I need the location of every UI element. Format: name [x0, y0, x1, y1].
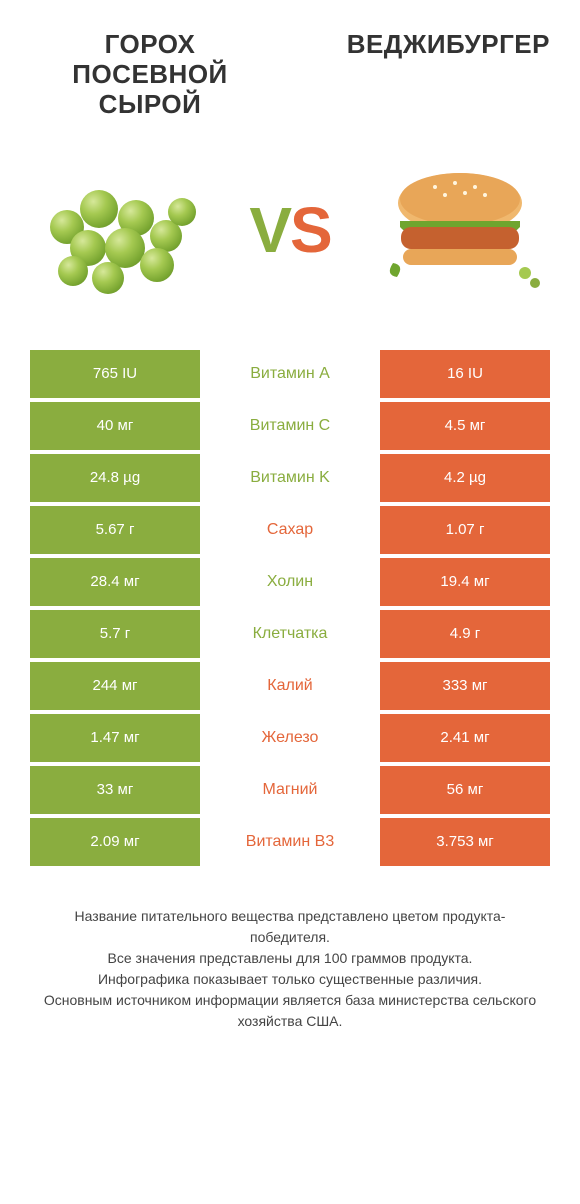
table-row: 5.7 гКлетчатка4.9 г — [30, 610, 550, 658]
nutrient-label-cell: Магний — [200, 766, 380, 814]
nutrient-label-cell: Железо — [200, 714, 380, 762]
left-value-cell: 2.09 мг — [30, 818, 200, 866]
right-value-cell: 2.41 мг — [380, 714, 550, 762]
footnote-line: Все значения представлены для 100 граммо… — [40, 948, 540, 969]
nutrient-label-cell: Сахар — [200, 506, 380, 554]
table-row: 5.67 гСахар1.07 г — [30, 506, 550, 554]
nutrient-label-cell: Клетчатка — [200, 610, 380, 658]
nutrient-label-cell: Витамин A — [200, 350, 380, 398]
left-product-title: ГОРОХ ПОСЕВНОЙ СЫРОЙ — [30, 30, 270, 120]
left-value-cell: 5.67 г — [30, 506, 200, 554]
vs-s-letter: S — [290, 194, 331, 266]
footnote-line: Инфографика показывает только существенн… — [40, 969, 540, 990]
left-value-cell: 24.8 µg — [30, 454, 200, 502]
right-value-cell: 333 мг — [380, 662, 550, 710]
left-value-cell: 28.4 мг — [30, 558, 200, 606]
peas-image — [30, 160, 210, 300]
table-row: 244 мгКалий333 мг — [30, 662, 550, 710]
right-value-cell: 56 мг — [380, 766, 550, 814]
nutrient-label-cell: Витамин K — [200, 454, 380, 502]
right-value-cell: 16 IU — [380, 350, 550, 398]
vs-label: VS — [249, 193, 330, 267]
comparison-table: 765 IUВитамин A16 IU40 мгВитамин C4.5 мг… — [30, 350, 550, 866]
table-row: 40 мгВитамин C4.5 мг — [30, 402, 550, 450]
right-value-cell: 19.4 мг — [380, 558, 550, 606]
left-value-cell: 765 IU — [30, 350, 200, 398]
left-value-cell: 1.47 мг — [30, 714, 200, 762]
left-value-cell: 5.7 г — [30, 610, 200, 658]
right-value-cell: 4.5 мг — [380, 402, 550, 450]
table-row: 28.4 мгХолин19.4 мг — [30, 558, 550, 606]
nutrient-label-cell: Холин — [200, 558, 380, 606]
table-row: 33 мгМагний56 мг — [30, 766, 550, 814]
right-value-cell: 1.07 г — [380, 506, 550, 554]
footnote: Название питательного вещества представл… — [40, 906, 540, 1032]
vs-row: VS — [0, 130, 580, 350]
right-value-cell: 4.2 µg — [380, 454, 550, 502]
table-row: 2.09 мгВитамин B33.753 мг — [30, 818, 550, 866]
right-product-title: ВЕДЖИБУРГЕР — [290, 30, 550, 60]
nutrient-label-cell: Калий — [200, 662, 380, 710]
table-row: 1.47 мгЖелезо2.41 мг — [30, 714, 550, 762]
table-row: 765 IUВитамин A16 IU — [30, 350, 550, 398]
table-row: 24.8 µgВитамин K4.2 µg — [30, 454, 550, 502]
burger-image — [370, 160, 550, 300]
footnote-line: Название питательного вещества представл… — [40, 906, 540, 948]
left-value-cell: 33 мг — [30, 766, 200, 814]
right-value-cell: 3.753 мг — [380, 818, 550, 866]
left-value-cell: 40 мг — [30, 402, 200, 450]
nutrient-label-cell: Витамин C — [200, 402, 380, 450]
right-value-cell: 4.9 г — [380, 610, 550, 658]
header: ГОРОХ ПОСЕВНОЙ СЫРОЙ ВЕДЖИБУРГЕР — [0, 0, 580, 130]
nutrient-label-cell: Витамин B3 — [200, 818, 380, 866]
left-value-cell: 244 мг — [30, 662, 200, 710]
footnote-line: Основным источником информации является … — [40, 990, 540, 1032]
vs-v-letter: V — [249, 194, 290, 266]
